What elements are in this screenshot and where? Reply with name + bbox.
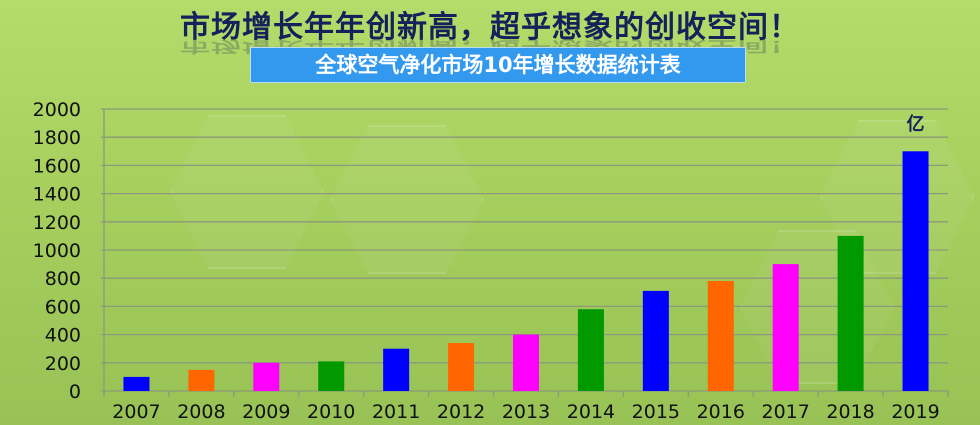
x-tick-label: 2016 [697,401,745,423]
bar-2015 [642,290,669,391]
bar-2008 [188,369,215,391]
bar-2016 [707,281,734,391]
x-tick-label: 2007 [112,401,160,423]
bar-2007 [123,376,150,391]
unit-label: 亿 [907,113,925,135]
y-tick-label: 1000 [33,240,81,262]
x-tick-label: 2013 [502,401,550,423]
y-tick-label: 600 [45,296,81,318]
y-tick-label: 400 [45,325,81,347]
x-tick-label: 2017 [762,401,810,423]
x-tick-label: 2019 [891,401,939,423]
bar-2010 [318,361,345,391]
x-tick-label: 2014 [567,401,615,423]
bar-2011 [383,348,410,391]
x-tick-label: 2015 [632,401,680,423]
y-tick-label: 1200 [33,212,81,234]
x-tick-label: 2010 [307,401,355,423]
page-title: 市场增长年年创新高，超乎想象的创收空间！ [180,10,800,45]
bar-2009 [253,362,280,391]
y-tick-label: 2000 [33,99,81,121]
x-tick-label: 2018 [826,401,874,423]
bar-2014 [577,309,604,391]
x-tick-label: 2009 [242,401,290,423]
y-tick-label: 200 [45,353,81,375]
bar-2012 [448,343,475,391]
bar-2018 [837,235,864,391]
chart-title: 全球空气净化市场10年增长数据统计表 [250,47,746,83]
y-tick-label: 0 [69,381,81,403]
y-tick-label: 1600 [33,155,81,177]
bar-2019 [902,151,929,391]
y-tick-label: 1400 [33,184,81,206]
bar-2013 [513,334,539,391]
x-tick-label: 2011 [372,401,420,423]
x-tick-label: 2008 [177,401,225,423]
bar-2017 [772,264,799,391]
y-tick-label: 800 [45,268,81,290]
x-tick-label: 2012 [437,401,485,423]
y-tick-label: 1800 [33,127,81,149]
